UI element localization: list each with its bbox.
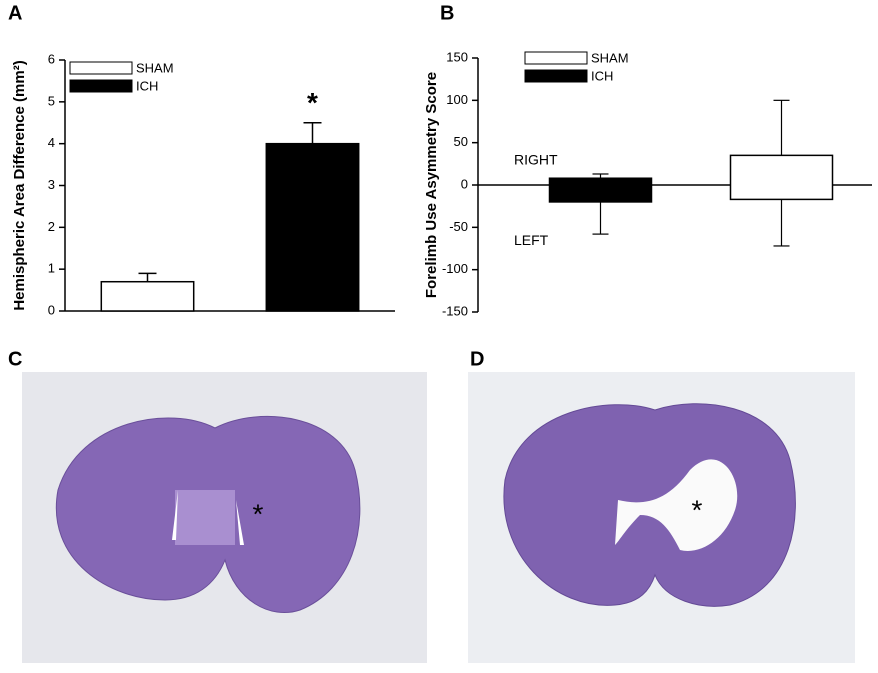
legend-swatch <box>524 51 588 65</box>
y-tick-label: -50 <box>449 219 468 234</box>
legend-swatch <box>524 69 588 83</box>
legend-label: ICH <box>591 68 613 83</box>
y-tick-label: 0 <box>48 302 55 317</box>
y-tick-label: 1 <box>48 261 55 276</box>
legend-swatch <box>69 61 133 75</box>
y-tick-label: -150 <box>442 303 468 318</box>
panel-label: C <box>8 348 22 370</box>
box <box>729 154 834 201</box>
legend-label: SHAM <box>591 50 629 65</box>
annotation: * <box>692 494 703 525</box>
panel-label: B <box>440 2 454 24</box>
bar <box>265 142 360 312</box>
y-tick-label: 150 <box>446 49 468 64</box>
bar <box>100 280 195 312</box>
annotation: RIGHT <box>514 151 558 167</box>
legend-label: SHAM <box>136 60 174 75</box>
y-tick-label: 2 <box>48 219 55 234</box>
legend-label: ICH <box>136 78 158 93</box>
y-tick-label: 5 <box>48 93 55 108</box>
panel-label: A <box>8 2 22 24</box>
y-tick-label: 100 <box>446 92 468 107</box>
y-axis-label: Hemispheric Area Difference (mm²) <box>11 60 28 310</box>
y-axis-label: Forelimb Use Asymmetry Score <box>423 72 440 298</box>
y-tick-label: 6 <box>48 51 55 66</box>
y-tick-label: -100 <box>442 261 468 276</box>
legend-swatch <box>69 79 133 93</box>
y-tick-label: 3 <box>48 177 55 192</box>
annotation: * <box>307 87 318 118</box>
box <box>548 177 653 203</box>
annotation: * <box>253 498 264 529</box>
image-c: C * <box>8 348 427 663</box>
annotation: LEFT <box>514 232 549 248</box>
image-d: D * <box>468 348 855 663</box>
y-tick-label: 0 <box>461 176 468 191</box>
y-tick-label: 4 <box>48 135 55 150</box>
y-tick-label: 50 <box>454 134 468 149</box>
panel-label: D <box>470 348 484 370</box>
